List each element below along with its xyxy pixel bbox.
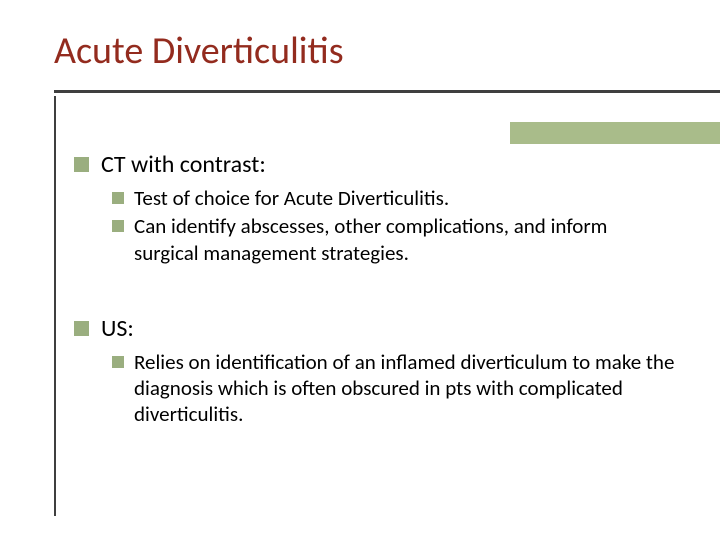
lvl2-text: Test of choice for Acute Diverticulitis. [134, 185, 449, 211]
lvl2-group: Test of choice for Acute Diverticulitis.… [112, 185, 676, 266]
slide-content: CT with contrast: Test of choice for Acu… [74, 150, 676, 456]
bullet-lvl2: Test of choice for Acute Diverticulitis. [112, 185, 676, 211]
square-bullet-icon [112, 192, 124, 204]
title-underline [54, 90, 720, 93]
accent-bar [510, 122, 720, 144]
square-bullet-icon [112, 220, 124, 232]
title-area: Acute Diverticulitis [54, 28, 680, 88]
bullet-lvl1: CT with contrast: [74, 150, 676, 179]
lvl2-group: Relies on identification of an inflamed … [112, 349, 676, 428]
square-bullet-icon [74, 321, 89, 336]
slide-title: Acute Diverticulitis [54, 28, 680, 88]
square-bullet-icon [74, 157, 89, 172]
lvl2-text: Can identify abscesses, other complicati… [134, 213, 676, 266]
bullet-lvl2: Relies on identification of an inflamed … [112, 349, 676, 428]
vertical-rule [54, 96, 56, 516]
lvl1-text: US: [101, 314, 134, 343]
square-bullet-icon [112, 356, 124, 368]
bullet-lvl1: US: [74, 314, 676, 343]
lvl1-text: CT with contrast: [101, 150, 266, 179]
bullet-lvl2: Can identify abscesses, other complicati… [112, 213, 676, 266]
lvl2-text: Relies on identification of an inflamed … [134, 349, 676, 428]
